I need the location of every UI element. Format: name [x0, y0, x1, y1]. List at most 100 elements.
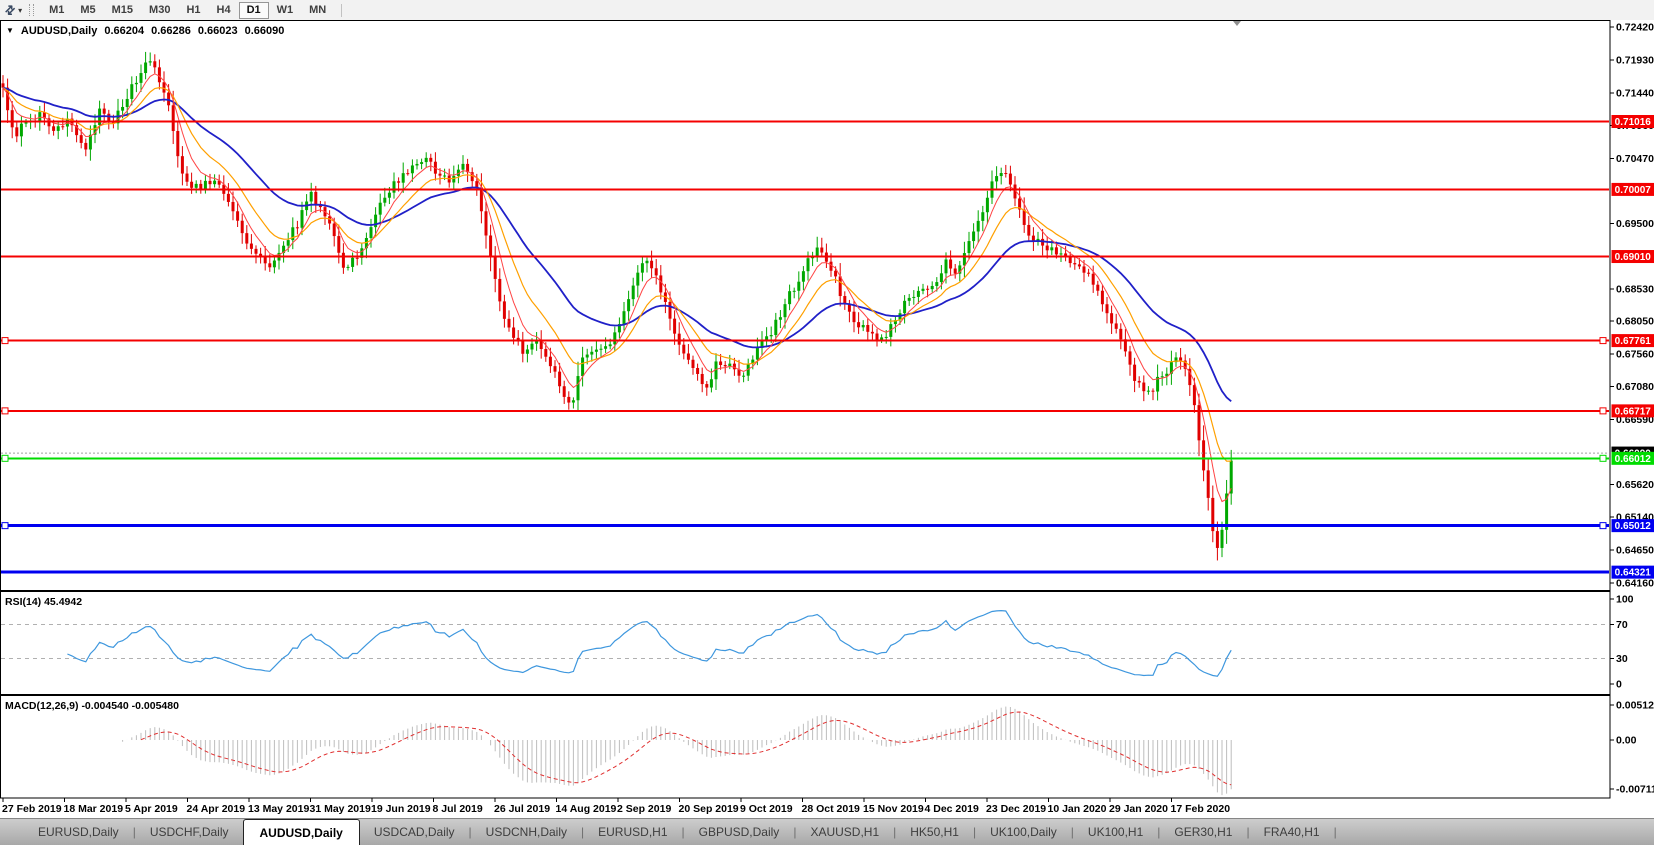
toolbar-grip[interactable]: [29, 4, 35, 16]
svg-text:0.66012: 0.66012: [1615, 454, 1652, 465]
tab-separator: |: [681, 825, 685, 839]
ohlc-open: 0.66204: [104, 25, 145, 37]
timeframe-button-M15[interactable]: M15: [104, 2, 141, 19]
svg-text:0.70470: 0.70470: [1616, 153, 1654, 165]
svg-text:15 Nov 2019: 15 Nov 2019: [863, 803, 924, 815]
svg-text:0: 0: [1616, 679, 1622, 691]
svg-text:0.68050: 0.68050: [1616, 316, 1654, 328]
price-axis-line-labels: 0.660900.710160.700070.690100.677610.667…: [1611, 115, 1654, 579]
svg-text:0.72420: 0.72420: [1616, 22, 1654, 34]
timeframe-buttons: M1 M5 M15 M30 H1 H4 D1 W1 MN: [41, 1, 334, 19]
timeframe-button-MN[interactable]: MN: [301, 2, 334, 19]
chart-tab-USDCNH-Daily[interactable]: USDCNH,Daily: [485, 825, 568, 839]
svg-text:29 Jan 2020: 29 Jan 2020: [1109, 803, 1168, 815]
tab-separator: |: [1157, 825, 1161, 839]
svg-text:17 Feb 2020: 17 Feb 2020: [1171, 803, 1231, 815]
hline-0.67761[interactable]: [1, 337, 1609, 345]
candlesticks: [1, 51, 1233, 561]
svg-text:0.67761: 0.67761: [1615, 336, 1652, 347]
chart-tab-GBPUSD-Daily[interactable]: GBPUSD,Daily: [698, 825, 780, 839]
chart-tab-EURUSD-H1[interactable]: EURUSD,H1: [598, 825, 668, 839]
svg-text:0.69500: 0.69500: [1616, 218, 1654, 230]
main-panel-frame: [0, 20, 1611, 591]
svg-text:0.66717: 0.66717: [1615, 406, 1652, 417]
timeframe-button-M30[interactable]: M30: [141, 2, 178, 19]
rsi-panel-frame: [0, 591, 1611, 695]
moving-averages: [2, 73, 1232, 503]
svg-text:18 Mar 2019: 18 Mar 2019: [64, 803, 124, 815]
main-chart-plot-area[interactable]: [1, 21, 1609, 591]
macd-label: MACD(12,26,9) -0.004540 -0.005480: [5, 700, 179, 712]
price-axis-ticks: 0.724200.719300.714400.709600.704700.695…: [1610, 22, 1654, 589]
chart-tab-UK100-Daily[interactable]: UK100,Daily: [990, 825, 1057, 839]
price-axis[interactable]: [1611, 20, 1654, 798]
time-axis[interactable]: 27 Feb 2019 18 Mar 2019 5 Apr 2019 24 Apr 2…: [2, 798, 1231, 816]
ma-mid-orange: [2, 86, 1232, 462]
svg-text:30: 30: [1616, 653, 1628, 665]
svg-text:5 Apr 2019: 5 Apr 2019: [125, 803, 178, 815]
ohlc-low: 0.66023: [197, 25, 238, 37]
ma-fast-red: [2, 73, 1232, 503]
svg-text:-0.007111: -0.007111: [1616, 784, 1654, 796]
tab-separator: |: [972, 825, 977, 839]
timeframe-button-M5[interactable]: M5: [72, 2, 103, 19]
hline-0.66717[interactable]: [1, 407, 1609, 415]
svg-text:13 May 2019: 13 May 2019: [248, 803, 309, 815]
chart-tab-USDCHF-Daily[interactable]: USDCHF,Daily: [149, 825, 229, 839]
hline-0.65012[interactable]: [1, 522, 1609, 530]
tab-separator: |: [793, 825, 797, 839]
macd-signal-line: [140, 711, 1232, 786]
ma-slow-blue: [2, 86, 1232, 402]
timeframe-button-H1[interactable]: H1: [178, 2, 208, 19]
svg-text:0.67560: 0.67560: [1616, 349, 1654, 361]
svg-text:0.69010: 0.69010: [1615, 252, 1652, 263]
svg-text:70: 70: [1616, 619, 1628, 631]
svg-text:0.71440: 0.71440: [1616, 87, 1654, 99]
timeframe-button-M1[interactable]: M1: [41, 2, 72, 19]
svg-text:28 Oct 2019: 28 Oct 2019: [802, 803, 861, 815]
timeframe-button-W1[interactable]: W1: [269, 2, 302, 19]
svg-text:23 Dec 2019: 23 Dec 2019: [986, 803, 1046, 815]
svg-text:20 Sep 2019: 20 Sep 2019: [679, 803, 739, 815]
tab-separator: |: [468, 825, 472, 839]
chart-tab-HK50-H1[interactable]: HK50,H1: [910, 825, 959, 839]
svg-text:0.70007: 0.70007: [1615, 185, 1652, 196]
svg-text:100: 100: [1616, 594, 1634, 606]
svg-text:2 Sep 2019: 2 Sep 2019: [617, 803, 671, 815]
chart-shift-marker-icon[interactable]: [1233, 21, 1241, 26]
symbol-dropdown-icon[interactable]: ▼: [6, 26, 14, 35]
timeframe-button-H4[interactable]: H4: [209, 2, 239, 19]
tab-separator: |: [1333, 825, 1337, 839]
svg-text:0.64650: 0.64650: [1616, 544, 1654, 556]
macd-panel: 0.005121 0.00 -0.007111 MACD(12,26,9) -0.00…: [5, 700, 1654, 796]
chart-tab-EURUSD-Daily[interactable]: EURUSD,Daily: [38, 825, 119, 839]
dropdown-caret-icon[interactable]: ▾: [18, 5, 23, 15]
chart-arrows-icon[interactable]: ⇄: [1, 1, 19, 19]
tab-separator: |: [132, 825, 136, 839]
svg-text:0.64160: 0.64160: [1616, 577, 1654, 589]
chart-tab-GER30-H1[interactable]: GER30,H1: [1174, 825, 1233, 839]
tab-separator: |: [581, 825, 585, 839]
svg-text:31 May 2019: 31 May 2019: [310, 803, 371, 815]
chart-tab-USDCAD-Daily[interactable]: USDCAD,Daily: [373, 825, 455, 839]
svg-text:14 Aug 2019: 14 Aug 2019: [556, 803, 617, 815]
svg-text:27 Feb 2019: 27 Feb 2019: [2, 803, 62, 815]
chart-tab-FRA40-H1[interactable]: FRA40,H1: [1263, 825, 1320, 839]
symbol-name: AUDUSD,Daily: [20, 25, 98, 37]
timeframe-button-D1[interactable]: D1: [238, 1, 269, 19]
chart-tab-UK100-H1[interactable]: UK100,H1: [1087, 825, 1144, 839]
svg-text:0.65620: 0.65620: [1616, 479, 1654, 491]
hline-0.66012[interactable]: [1, 454, 1609, 462]
svg-text:24 Apr 2019: 24 Apr 2019: [187, 803, 246, 815]
chart-tab-AUDUSD-Daily[interactable]: AUDUSD,Daily: [242, 819, 360, 845]
chart-tab-XAUUSD-H1[interactable]: XAUUSD,H1: [810, 825, 880, 839]
chart-canvas[interactable]: 0.724200.719300.714400.709600.704700.695…: [0, 20, 1654, 818]
svg-text:4 Dec 2019: 4 Dec 2019: [925, 803, 979, 815]
tab-separator: |: [893, 825, 897, 839]
tab-separator: |: [1070, 825, 1074, 839]
svg-text:0.71016: 0.71016: [1615, 117, 1652, 128]
svg-text:0.71930: 0.71930: [1616, 54, 1654, 66]
rsi-line: [67, 609, 1232, 677]
svg-text:8 Jul 2019: 8 Jul 2019: [433, 803, 483, 815]
svg-text:10 Jan 2020: 10 Jan 2020: [1048, 803, 1107, 815]
